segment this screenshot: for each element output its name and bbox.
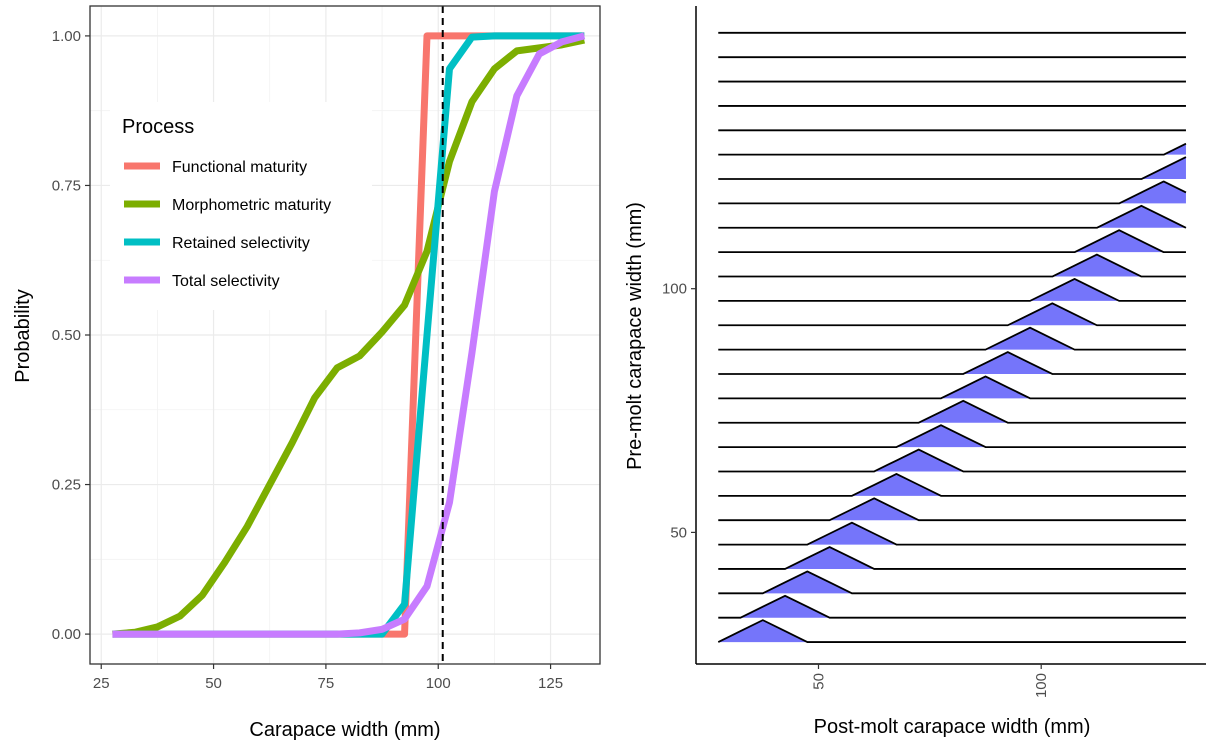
legend-label-1: Morphometric maturity <box>172 197 331 214</box>
ridge-fill <box>851 473 941 496</box>
ridge-outline <box>718 302 1186 327</box>
ridge-outline <box>718 156 1187 180</box>
ridge-fill <box>829 498 919 521</box>
ridge-outline <box>718 326 1186 351</box>
right-y-tick-label: 50 <box>670 524 687 541</box>
right-x-axis-title: Post-molt carapace width (mm) <box>814 716 1091 738</box>
legend-label-2: Retained selectivity <box>172 235 310 252</box>
left-x-ticks: 25 50 75 100 125 <box>93 664 563 692</box>
ridge-outline <box>718 521 1186 546</box>
left-x-axis-title: Carapace width (mm) <box>249 719 440 741</box>
ridges <box>717 31 1187 643</box>
ridge-outline <box>718 229 1186 254</box>
ridge-outline <box>718 142 1187 156</box>
ridge-fill <box>807 522 897 545</box>
x-tick-label: 75 <box>318 675 335 692</box>
y-tick-label: 1.00 <box>52 28 81 45</box>
ridge-fill <box>785 547 875 569</box>
ridge-outline <box>718 351 1186 375</box>
ridge-fill <box>918 400 1008 423</box>
left-panel: 25 50 75 100 125 0.00 0.25 0.50 0.75 1.00 Carapa… <box>12 5 601 741</box>
right-y-ticks: 50 100 <box>662 281 696 541</box>
y-tick-label: 0.50 <box>52 327 81 344</box>
ridge-fill <box>1030 278 1120 301</box>
ridge-fill <box>762 571 852 594</box>
right-x-tick-label: 100 <box>1033 673 1050 698</box>
legend-label-0: Functional maturity <box>172 159 307 176</box>
legend-title: Process <box>122 116 194 138</box>
right-x-tick-label: 50 <box>810 673 827 690</box>
ridge-outline <box>718 497 1186 522</box>
right-y-tick-label: 100 <box>662 281 687 298</box>
ridge-outline <box>718 253 1186 278</box>
ridge-fill <box>874 449 964 472</box>
legend-label-3: Total selectivity <box>172 273 280 290</box>
x-tick-label: 25 <box>93 675 110 692</box>
ridge-fill <box>1074 230 1164 253</box>
ridge-fill <box>1007 303 1097 326</box>
legend: Process Functional maturity Morphometric … <box>110 102 372 310</box>
ridge-fill <box>963 352 1053 374</box>
ridge-outline <box>718 594 1186 619</box>
ridge-fill <box>940 376 1031 399</box>
ridge-fill <box>896 425 986 448</box>
right-x-ticks: 50 100 <box>810 664 1050 698</box>
ridge-fill <box>1119 181 1186 204</box>
ridge-outline <box>718 473 1186 497</box>
ridge-outline <box>718 448 1186 473</box>
ridge-outline <box>718 570 1186 595</box>
ridge-fill <box>1052 254 1142 277</box>
series-line-1 <box>112 36 585 638</box>
y-tick-label: 0.25 <box>52 477 81 494</box>
x-tick-label: 50 <box>205 675 222 692</box>
left-series-lines <box>112 32 586 638</box>
y-tick-label: 0.75 <box>52 177 81 194</box>
ridge-fill <box>740 595 830 618</box>
ridge-outline <box>718 375 1186 400</box>
ridge-outline <box>718 399 1186 424</box>
left-y-ticks: 0.00 0.25 0.50 0.75 1.00 <box>52 28 90 643</box>
right-y-axis-title: Pre-molt carapace width (mm) <box>624 202 646 470</box>
legend-items: Functional maturity Morphometric maturity… <box>124 159 331 290</box>
ridge-fill <box>1096 205 1186 228</box>
ridge-fill <box>985 327 1075 350</box>
ridge-outline <box>718 424 1186 448</box>
ridge-outline <box>718 204 1187 229</box>
ridge-outline <box>718 278 1186 302</box>
right-panel: 50 100 50 100 Post-molt carapace width (mm… <box>624 6 1206 738</box>
y-tick-label: 0.00 <box>52 626 81 643</box>
x-tick-label: 125 <box>538 675 563 692</box>
ridge-outline <box>717 619 1186 643</box>
left-y-axis-title: Probability <box>12 289 34 382</box>
ridge-outline <box>718 546 1186 570</box>
ridge-outline <box>718 180 1187 205</box>
x-tick-label: 100 <box>426 675 451 692</box>
ridge-fill <box>718 620 808 643</box>
series-line-3 <box>112 32 586 638</box>
